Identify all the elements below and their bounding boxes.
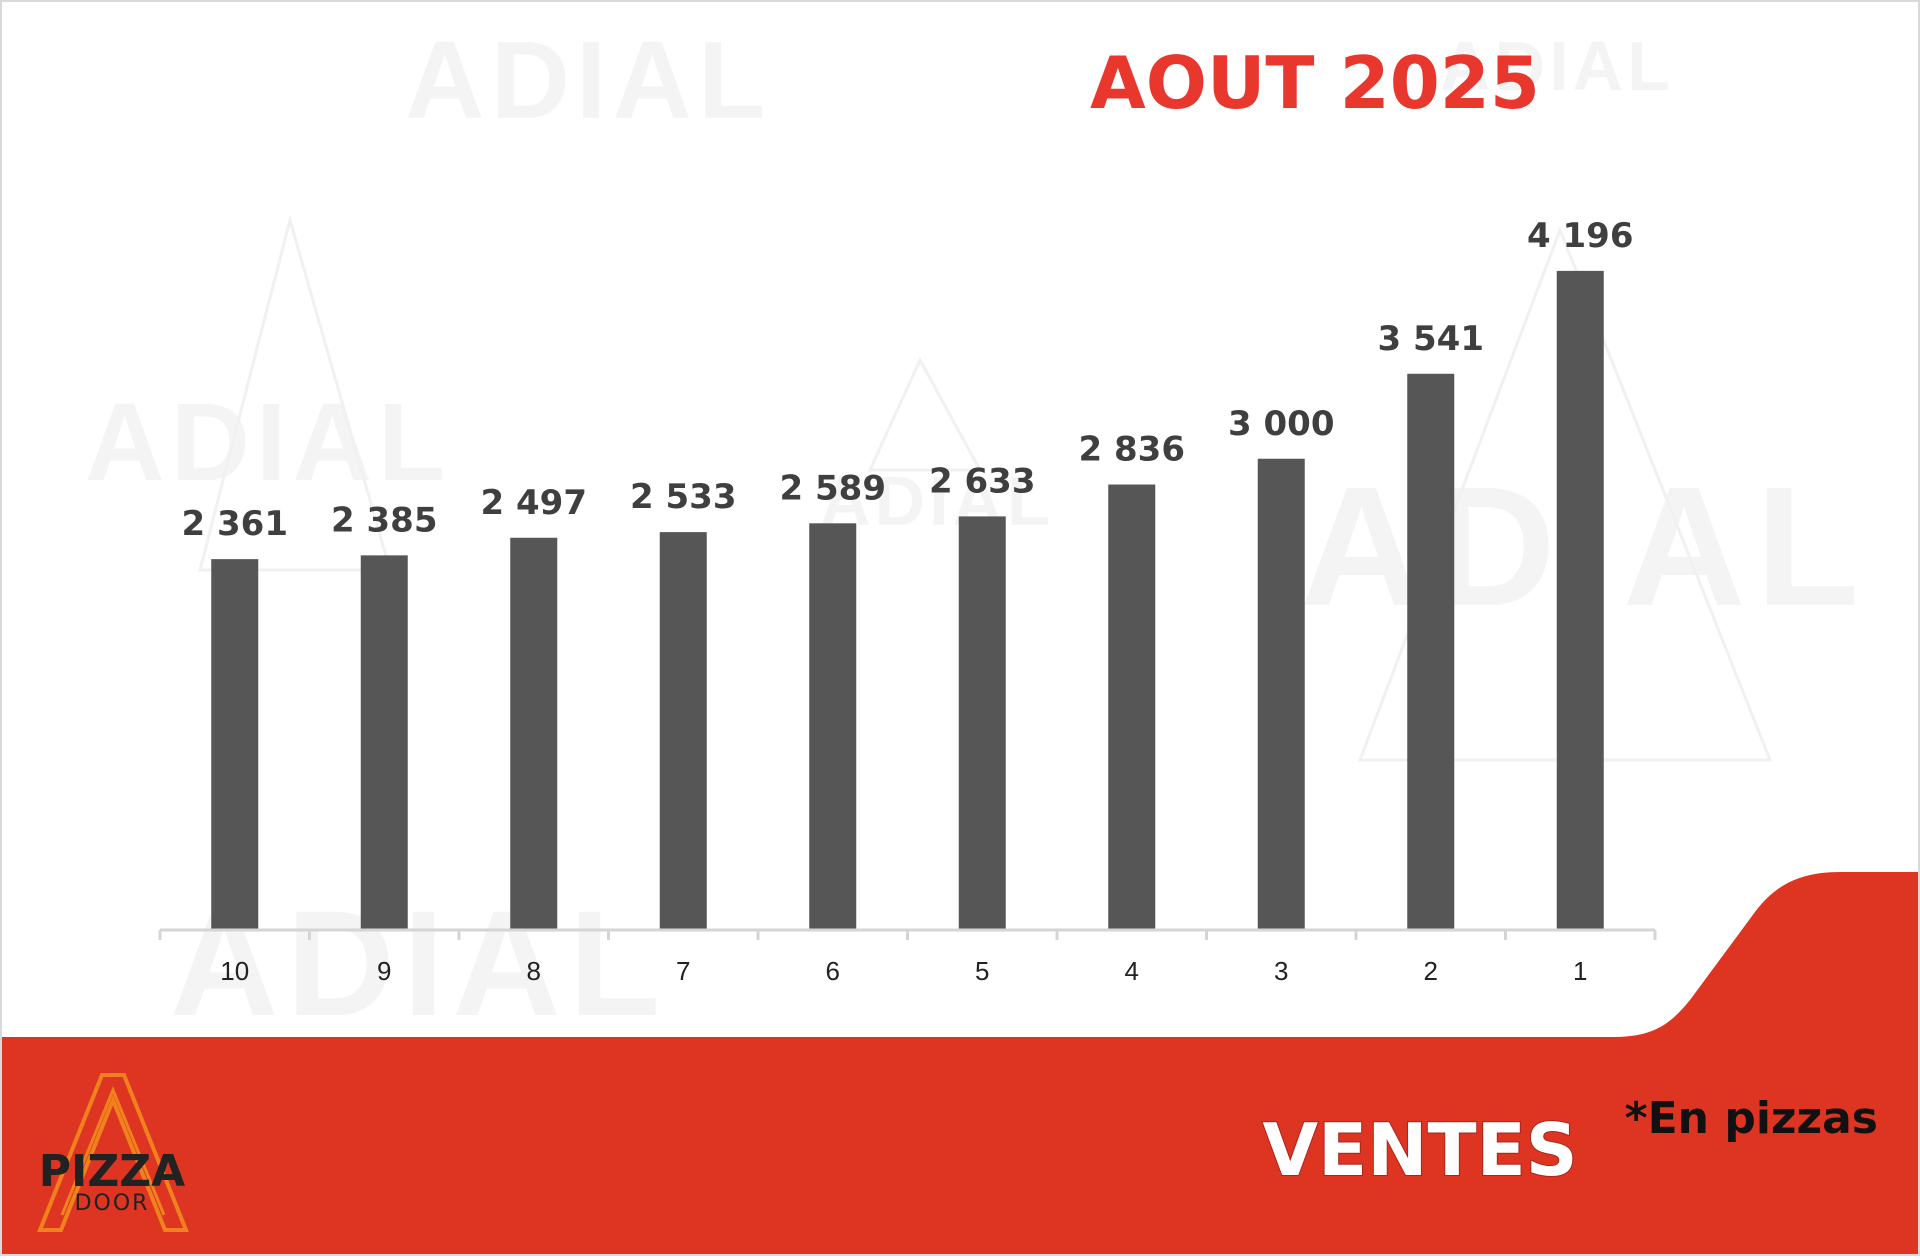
x-tick-label: 7 (676, 956, 690, 986)
bar-rank-7 (659, 532, 707, 930)
bar-rank-6 (809, 523, 857, 930)
bar-value-label: 2 836 (1079, 430, 1185, 470)
chart-title: AOUT 2025 (1090, 41, 1540, 125)
bar-value-label: 2 385 (331, 500, 437, 540)
bar-rank-10 (211, 559, 259, 930)
watermark-group: ADIAL ADIAL ADIAL ADIAL ADIAL ADIAL (85, 19, 1859, 1047)
bar-value-label: 4 196 (1527, 216, 1633, 256)
bar-rank-3 (1257, 458, 1305, 930)
bar-value-label: 2 361 (182, 504, 288, 544)
bar-value-label: 3 541 (1378, 319, 1484, 359)
x-axis (158, 928, 1657, 940)
watermark-text: ADIAL (405, 19, 771, 142)
x-tick-label: 5 (975, 956, 989, 986)
bar-rank-4 (1108, 484, 1156, 930)
footer-band (2, 872, 1918, 1254)
footer-note: *En pizzas (1625, 1093, 1878, 1144)
bars-group (211, 270, 1604, 931)
x-tick-label: 4 (1125, 956, 1139, 986)
pizza-door-logo: PIZZA DOOR (37, 1073, 189, 1232)
footer-label: VENTES (1262, 1108, 1577, 1192)
logo-a-shape (37, 1073, 189, 1232)
bar-value-label: 3 000 (1228, 404, 1334, 444)
value-labels-group: 2 361 2 385 2 497 2 533 2 589 2 633 2 836 3 000… (182, 216, 1634, 544)
logo-a-inner-shape (60, 1086, 166, 1216)
logo-line1: PIZZA (39, 1146, 185, 1197)
bar-value-label: 2 497 (481, 483, 587, 523)
x-tick-label: 8 (527, 956, 541, 986)
x-tick-label: 6 (826, 956, 840, 986)
bar-rank-1 (1556, 270, 1604, 931)
bar-value-label: 2 533 (630, 477, 736, 517)
watermark-text: ADIAL (85, 381, 451, 504)
bar-rank-9 (360, 555, 408, 930)
bar-rank-8 (510, 537, 558, 930)
bar-rank-2 (1407, 373, 1455, 930)
x-tick-labels: 10 9 8 7 6 5 4 3 2 1 (220, 956, 1587, 986)
bar-value-label: 2 589 (780, 468, 886, 508)
bar-value-label: 2 633 (929, 461, 1035, 501)
x-tick-label: 3 (1274, 956, 1288, 986)
x-tick-label: 1 (1573, 956, 1587, 986)
watermark-text: ADIAL (1440, 27, 1674, 105)
watermark-text: ADIAL (820, 462, 1054, 540)
logo-line2: DOOR (75, 1191, 150, 1216)
bar-rank-5 (958, 516, 1006, 930)
x-tick-label: 2 (1424, 956, 1438, 986)
x-tick-label: 10 (220, 956, 249, 986)
x-tick-label: 9 (377, 956, 391, 986)
